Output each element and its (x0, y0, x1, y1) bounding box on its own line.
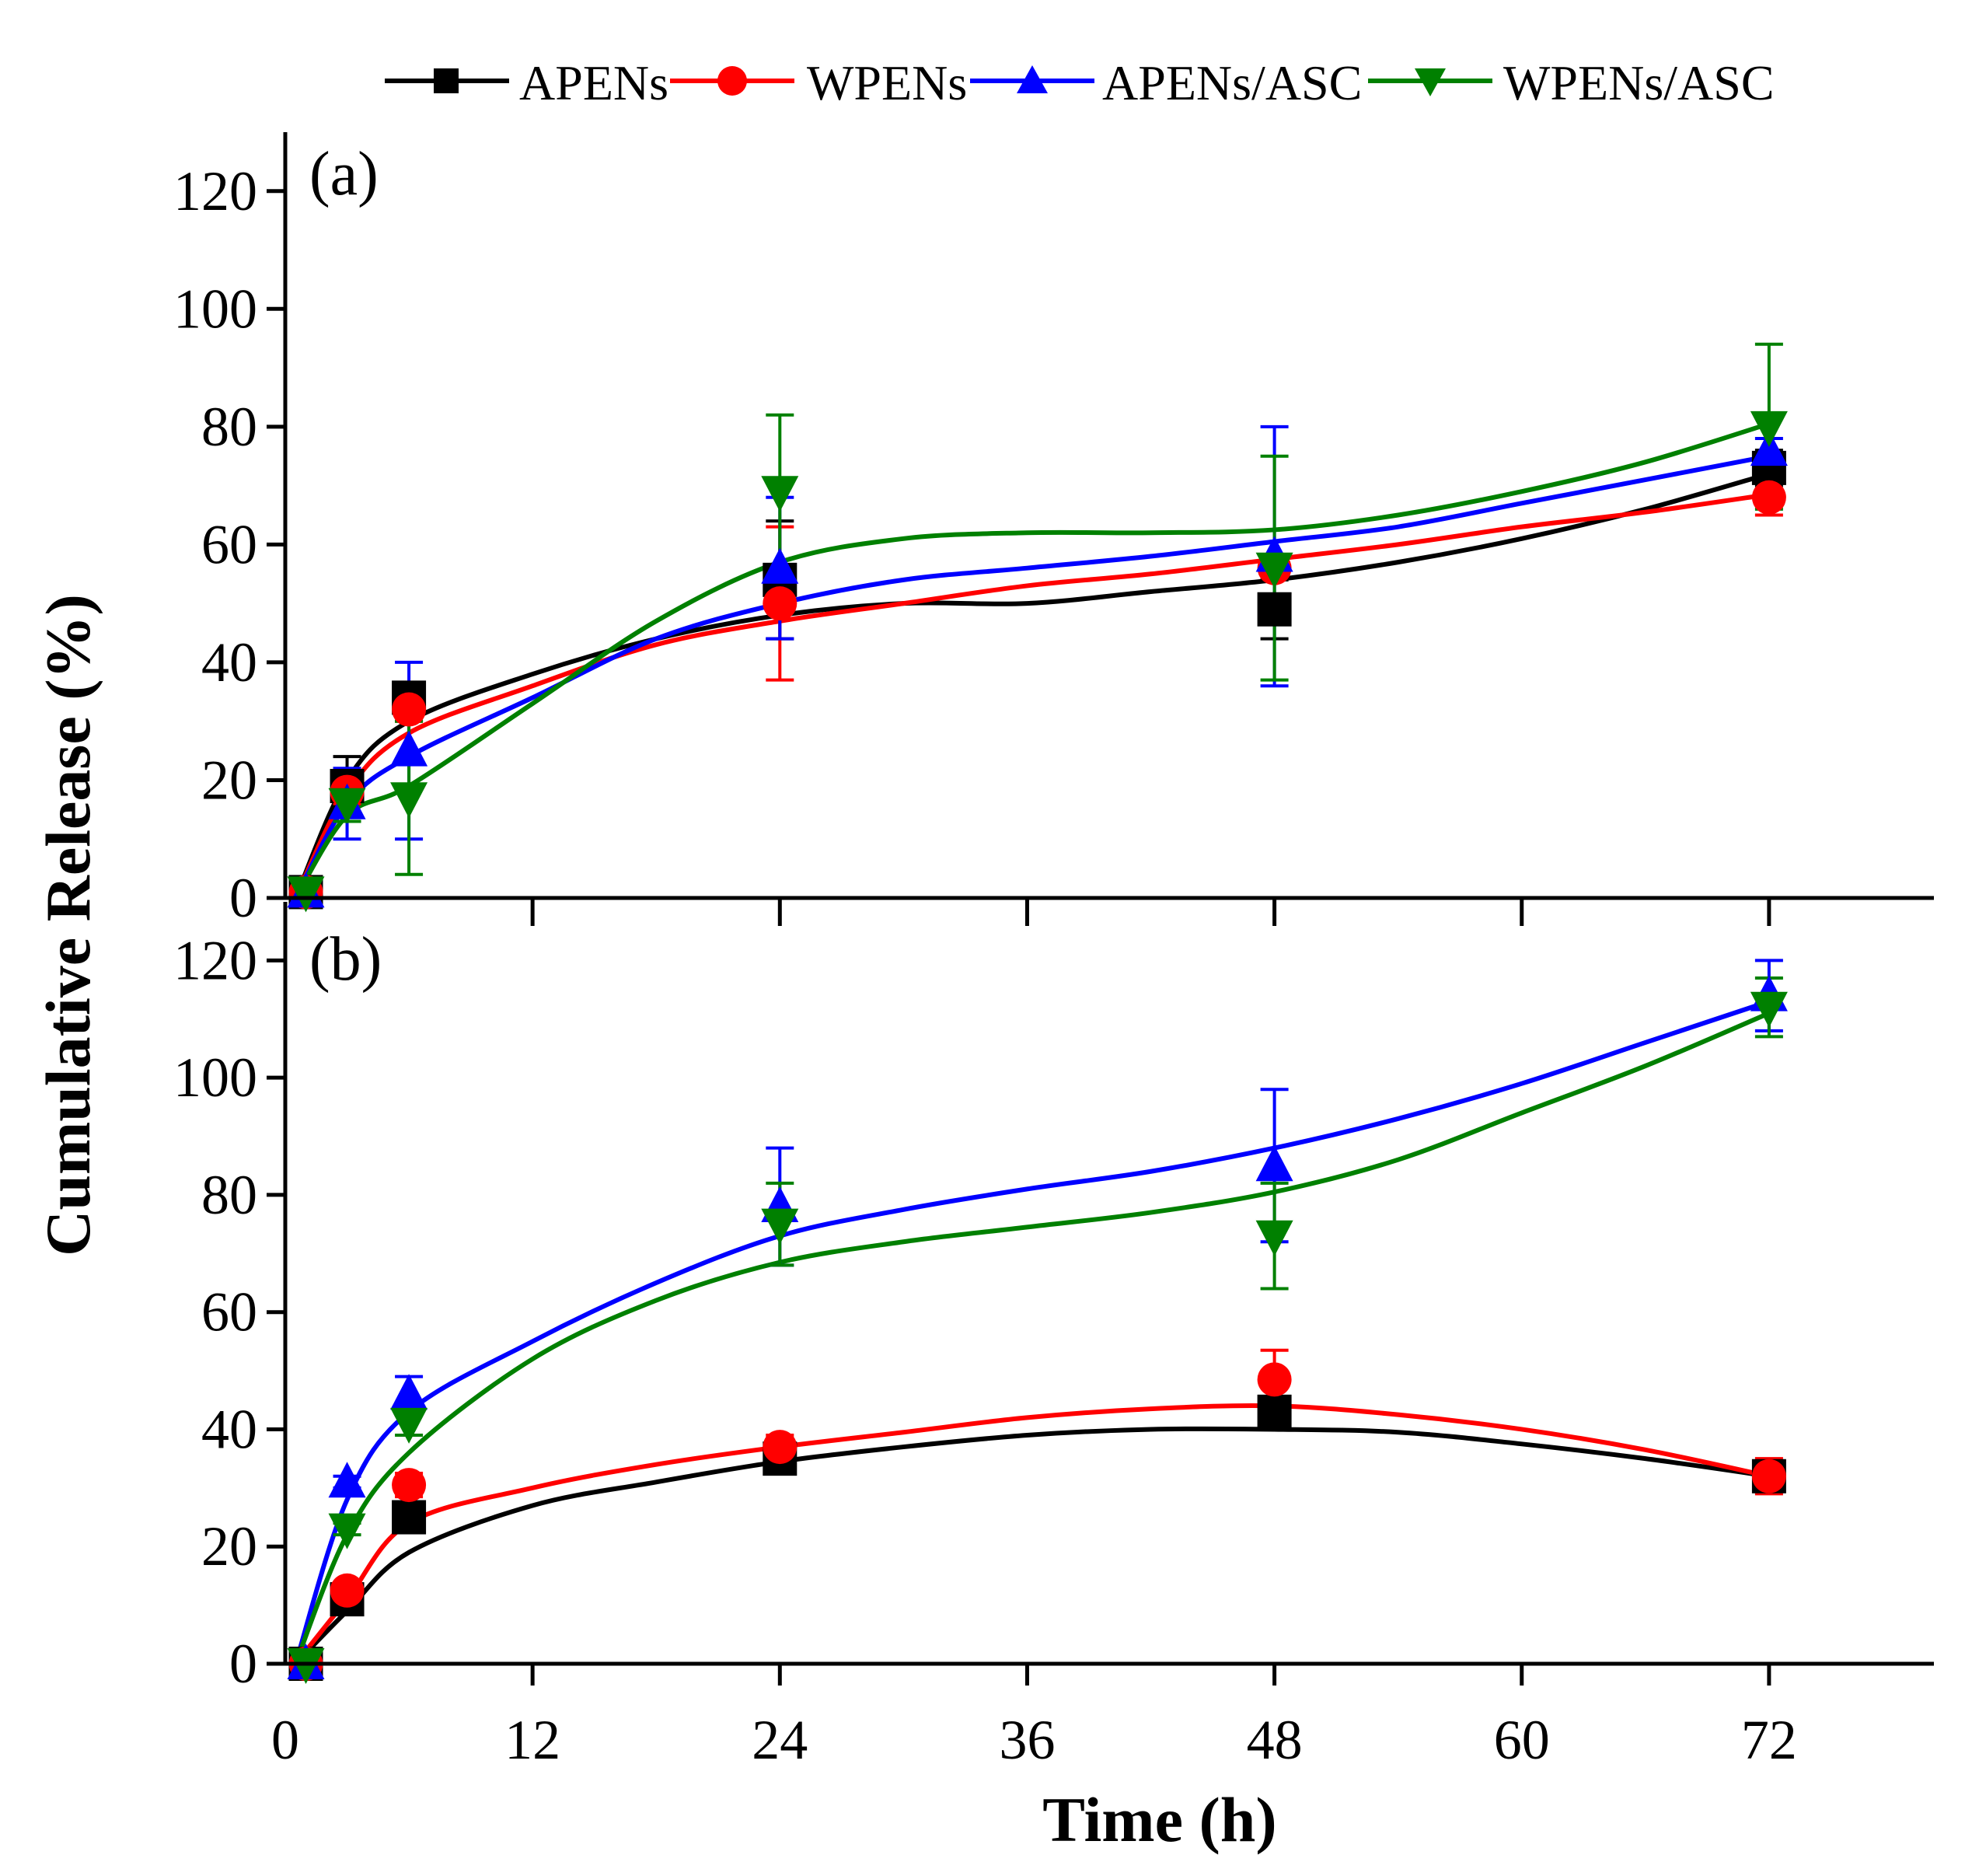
x-tick-label-72: 72 (1741, 1709, 1797, 1771)
legend-marker-wpens-asc (1415, 68, 1446, 96)
legend-entry-apens: APENs (385, 55, 668, 110)
marker-a-wpens-t6 (392, 692, 427, 727)
fit-line-a-wpens (293, 492, 1770, 900)
legend-entry-wpens: WPENs (670, 55, 967, 110)
x-axis-label: Time (h) (1042, 1784, 1276, 1855)
marker-a-wpens-asc-t6 (390, 782, 428, 819)
marker-b-wpens-asc-t24 (761, 1208, 799, 1245)
legend-entry-wpens-asc: WPENs/ASC (1368, 55, 1775, 110)
legend-marker-wpens (717, 66, 747, 96)
x-tick-label-24: 24 (752, 1709, 808, 1771)
marker-b-wpens-t72 (1751, 1459, 1786, 1493)
fit-line-b-wpens-asc (293, 1011, 1771, 1665)
legend-marker-apens-asc (1017, 65, 1048, 93)
marker-b-wpens-t48 (1257, 1362, 1292, 1397)
legend-label-apens-asc: APENs/ASC (1102, 55, 1362, 110)
fit-curves (293, 421, 1771, 1666)
marker-b-wpens-asc-t3 (328, 1513, 366, 1549)
fit-line-a-wpens-asc (293, 421, 1770, 900)
marker-b-apens-asc-t48 (1255, 1145, 1293, 1182)
x-tick-label-60: 60 (1494, 1709, 1550, 1771)
marker-a-apens-asc-t6 (390, 730, 428, 767)
marker-a-wpens-asc-t3 (328, 788, 366, 824)
panel-a-label: (a) (309, 140, 379, 208)
y-tick-label-a-0: 0 (229, 867, 257, 929)
y-tick-label-b-80: 80 (201, 1164, 257, 1226)
y-axis-label: Cumulative Release (%) (33, 594, 103, 1256)
legend-label-apens: APENs (519, 55, 668, 110)
y-tick-label-b-0: 0 (229, 1633, 257, 1695)
y-tick-label-b-120: 120 (173, 929, 257, 991)
y-tick-label-a-20: 20 (201, 749, 257, 811)
marker-b-wpens-t6 (392, 1468, 427, 1503)
marker-a-apens-asc-t24 (761, 547, 799, 584)
marker-a-apens-asc-t72 (1750, 430, 1788, 466)
panel-b-label: (b) (309, 925, 382, 994)
y-tick-label-a-80: 80 (201, 396, 257, 458)
fit-line-a-apens-asc (293, 453, 1770, 900)
marker-b-wpens-asc-t1 (287, 1648, 325, 1684)
marker-a-wpens-asc-t1 (287, 876, 325, 913)
data-markers (287, 410, 1788, 1684)
marker-b-wpens-asc-t72 (1750, 991, 1788, 1028)
marker-b-wpens-t3 (330, 1573, 365, 1608)
x-tick-label-36: 36 (999, 1709, 1055, 1771)
marker-b-apens-t6 (392, 1500, 427, 1535)
fit-line-b-wpens (293, 1403, 1770, 1665)
fit-line-a-apens (293, 471, 1770, 900)
legend-label-wpens-asc: WPENs/ASC (1503, 55, 1775, 110)
marker-a-wpens-asc-t72 (1750, 410, 1788, 447)
legend-label-wpens: WPENs (807, 55, 967, 110)
y-tick-label-a-60: 60 (201, 513, 257, 575)
x-tick-label-12: 12 (504, 1709, 560, 1771)
y-tick-label-b-40: 40 (201, 1398, 257, 1460)
marker-a-wpens-asc-t48 (1255, 552, 1293, 589)
marker-a-wpens-t24 (763, 586, 798, 621)
marker-b-wpens-asc-t6 (390, 1407, 428, 1444)
x-tick-label-48: 48 (1247, 1709, 1303, 1771)
marker-b-apens-asc-t6 (390, 1374, 428, 1410)
legend-entry-apens-asc: APENs/ASC (970, 55, 1362, 110)
marker-a-apens-t48 (1257, 592, 1292, 627)
marker-b-apens-asc-t3 (328, 1462, 366, 1498)
legend: APENs WPENs APENs/ASC WPENs/ASC (385, 55, 1775, 110)
marker-b-apens-t48 (1257, 1394, 1292, 1429)
y-tick-label-b-20: 20 (201, 1515, 257, 1577)
marker-a-wpens-t72 (1751, 480, 1786, 515)
y-tick-label-b-60: 60 (201, 1281, 257, 1343)
marker-a-wpens-asc-t24 (761, 476, 799, 512)
y-tick-label-a-100: 100 (173, 278, 257, 340)
legend-marker-apens (434, 68, 459, 93)
y-tick-label-a-40: 40 (201, 631, 257, 693)
fit-line-b-apens (294, 1426, 1770, 1666)
x-tick-label-0: 0 (271, 1709, 299, 1771)
marker-b-wpens-asc-t48 (1255, 1220, 1293, 1256)
marker-b-wpens-t24 (763, 1430, 798, 1465)
y-tick-label-a-120: 120 (173, 160, 257, 222)
y-tick-label-b-100: 100 (173, 1046, 257, 1109)
